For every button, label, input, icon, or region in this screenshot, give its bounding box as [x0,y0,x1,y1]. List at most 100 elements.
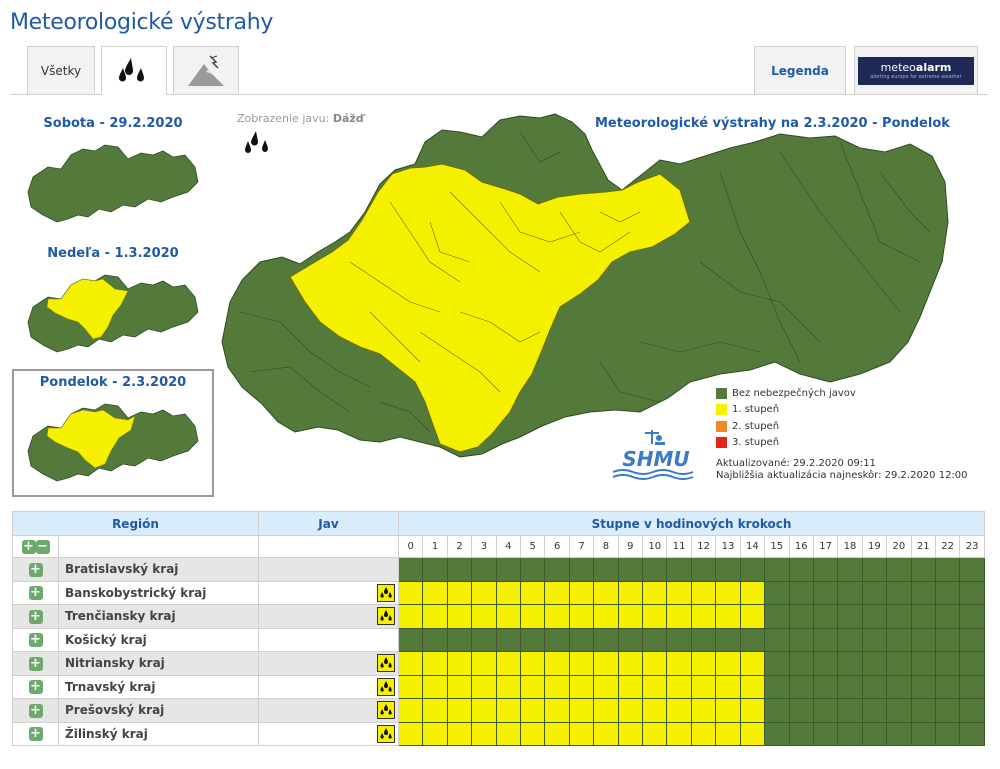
hour-cell[interactable] [593,627,619,652]
hour-cell[interactable] [910,580,936,605]
hour-cell[interactable] [764,604,790,629]
hour-cell[interactable] [495,651,522,676]
hour-cell[interactable] [739,580,766,605]
expand-region-button[interactable]: + [28,585,43,600]
expand-region-button[interactable]: + [28,679,43,694]
hour-cell[interactable] [886,604,912,629]
hour-cell[interactable] [715,674,741,699]
hour-cell[interactable] [861,627,888,652]
hour-cell[interactable] [544,580,570,605]
hour-cell[interactable] [593,557,619,582]
hour-cell[interactable] [715,651,741,676]
hour-cell[interactable] [788,721,814,746]
hour-cell[interactable] [544,698,570,723]
hour-cell[interactable] [446,557,473,582]
hour-cell[interactable] [666,721,692,746]
hour-cell[interactable] [666,557,692,582]
hour-cell[interactable] [568,557,595,582]
hour-cell[interactable] [666,698,692,723]
hour-cell[interactable] [910,627,936,652]
hour-cell[interactable] [593,721,619,746]
hour-cell[interactable] [495,604,522,629]
hour-cell[interactable] [715,557,741,582]
hour-cell[interactable] [642,721,668,746]
hour-cell[interactable] [910,557,936,582]
hour-cell[interactable] [642,651,668,676]
hour-cell[interactable] [593,674,619,699]
hour-cell[interactable] [495,557,522,582]
hour-cell[interactable] [397,580,424,605]
hour-cell[interactable] [397,651,424,676]
hour-cell[interactable] [568,698,595,723]
hour-cell[interactable] [959,604,985,629]
hour-cell[interactable] [642,674,668,699]
hour-cell[interactable] [934,651,961,676]
hour-cell[interactable] [959,627,985,652]
hour-cell[interactable] [886,651,912,676]
hour-cell[interactable] [739,557,766,582]
hour-cell[interactable] [471,674,497,699]
hour-cell[interactable] [617,698,644,723]
hour-cell[interactable] [446,698,473,723]
hour-cell[interactable] [764,674,790,699]
hour-cell[interactable] [788,698,814,723]
hour-cell[interactable] [934,557,961,582]
hour-cell[interactable] [812,721,839,746]
hour-cell[interactable] [471,557,497,582]
hour-cell[interactable] [861,557,888,582]
hour-cell[interactable] [642,557,668,582]
hour-cell[interactable] [544,651,570,676]
hour-cell[interactable] [520,674,546,699]
hour-cell[interactable] [861,604,888,629]
hour-cell[interactable] [544,674,570,699]
hour-cell[interactable] [617,674,644,699]
hour-cell[interactable] [959,698,985,723]
hour-cell[interactable] [666,627,692,652]
hour-cell[interactable] [739,674,766,699]
hour-cell[interactable] [544,721,570,746]
hour-cell[interactable] [934,674,961,699]
hour-cell[interactable] [837,604,863,629]
hour-cell[interactable] [617,604,644,629]
hour-cell[interactable] [520,557,546,582]
hour-cell[interactable] [690,557,717,582]
hour-cell[interactable] [812,604,839,629]
hour-cell[interactable] [739,698,766,723]
hour-cell[interactable] [422,651,448,676]
hour-cell[interactable] [544,604,570,629]
rain-icon[interactable] [377,724,395,743]
hour-cell[interactable] [422,721,448,746]
hour-cell[interactable] [593,580,619,605]
hour-cell[interactable] [690,627,717,652]
hour-cell[interactable] [568,674,595,699]
hour-cell[interactable] [788,580,814,605]
hour-cell[interactable] [397,721,424,746]
hour-cell[interactable] [593,651,619,676]
hour-cell[interactable] [520,651,546,676]
tab-rain[interactable] [101,46,167,95]
hour-cell[interactable] [764,651,790,676]
hour-cell[interactable] [690,674,717,699]
hour-cell[interactable] [446,721,473,746]
hour-cell[interactable] [886,557,912,582]
hour-cell[interactable] [690,580,717,605]
hour-cell[interactable] [959,674,985,699]
hour-cell[interactable] [471,721,497,746]
hour-cell[interactable] [788,557,814,582]
hour-cell[interactable] [837,674,863,699]
expand-all-button[interactable]: + [21,538,36,554]
hour-cell[interactable] [715,698,741,723]
rain-icon[interactable] [377,677,395,696]
hour-cell[interactable] [690,698,717,723]
hour-cell[interactable] [788,627,814,652]
hour-cell[interactable] [397,627,424,652]
hour-cell[interactable] [837,627,863,652]
hour-cell[interactable] [886,627,912,652]
hour-cell[interactable] [934,580,961,605]
hour-cell[interactable] [739,604,766,629]
hour-cell[interactable] [837,721,863,746]
hour-cell[interactable] [812,627,839,652]
hour-cell[interactable] [861,674,888,699]
hour-cell[interactable] [764,721,790,746]
hour-cell[interactable] [886,674,912,699]
